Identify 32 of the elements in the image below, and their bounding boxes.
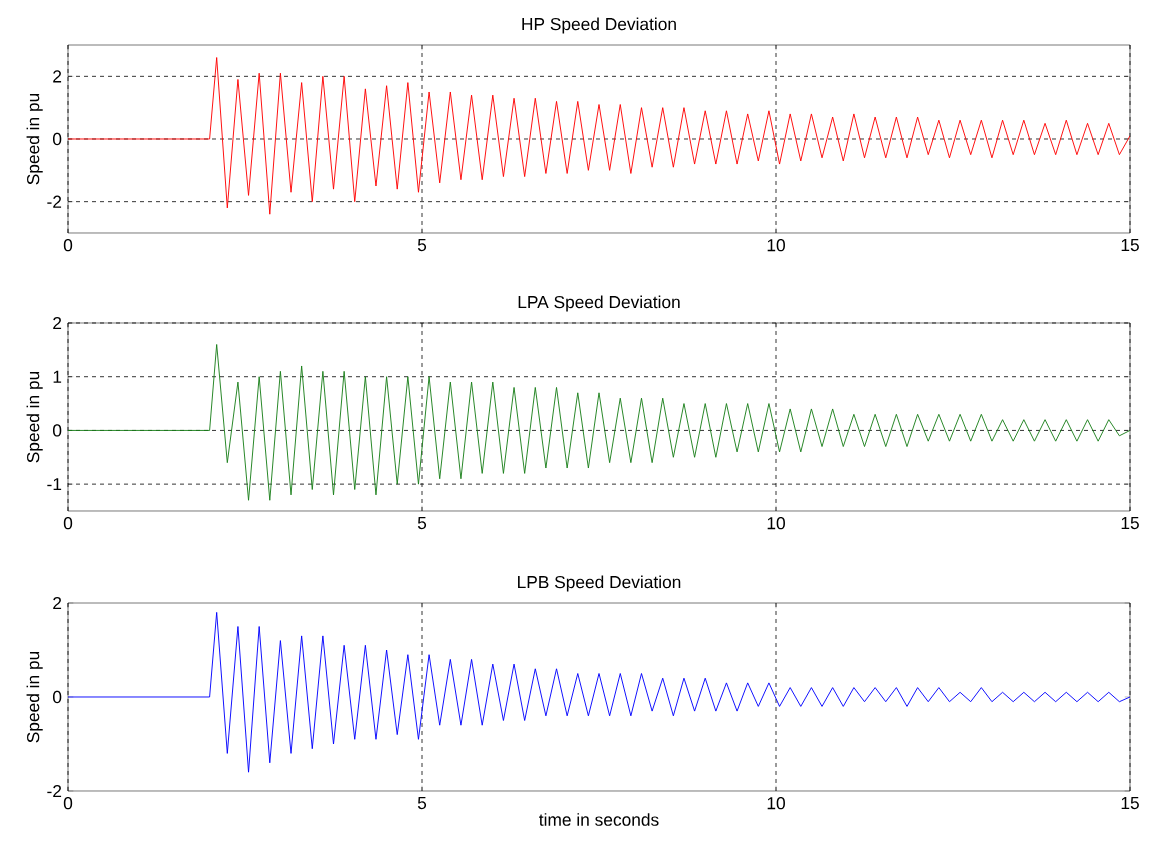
y-tick-label: -1 bbox=[47, 478, 62, 491]
line-series bbox=[68, 344, 1131, 501]
y-tick-label: 0 bbox=[52, 690, 62, 704]
chart-title: LPB Speed Deviation bbox=[518, 575, 681, 592]
x-tick-label: 15 bbox=[1121, 797, 1139, 810]
x-tick-label: 10 bbox=[767, 517, 785, 530]
x-tick-label: 10 bbox=[767, 239, 785, 252]
x-tick-label: 15 bbox=[1121, 239, 1139, 252]
y-tick-label: 0 bbox=[52, 424, 62, 437]
x-tick-label: 15 bbox=[1121, 517, 1139, 530]
y-tick-label: 2 bbox=[53, 70, 62, 83]
y-tick-label: 1 bbox=[53, 370, 62, 383]
x-tick-label: 5 bbox=[417, 797, 427, 810]
y-axis-title: Speed in pu bbox=[26, 651, 43, 743]
line-series bbox=[68, 57, 1131, 215]
x-axis-title: time in seconds bbox=[539, 813, 659, 826]
x-tick-label: 0 bbox=[63, 797, 73, 810]
chart-title: HP Speed Deviation bbox=[522, 17, 676, 34]
y-tick-label: 2 bbox=[53, 596, 62, 610]
line-series bbox=[68, 611, 1131, 773]
y-axis-title: Speed in pu bbox=[26, 371, 43, 463]
y-tick-label: -2 bbox=[47, 784, 62, 798]
y-axis-title: Speed in pu bbox=[26, 93, 43, 185]
x-tick-label: 5 bbox=[417, 517, 427, 530]
y-tick-label: -2 bbox=[47, 195, 62, 208]
y-tick-label: 2 bbox=[53, 316, 62, 330]
x-tick-label: 0 bbox=[63, 239, 73, 252]
x-tick-label: 5 bbox=[417, 239, 427, 252]
chart-title: LPA Speed Deviation bbox=[518, 295, 680, 312]
x-tick-label: 0 bbox=[63, 517, 73, 530]
y-tick-label: 0 bbox=[52, 132, 62, 146]
x-tick-label: 10 bbox=[767, 797, 785, 810]
